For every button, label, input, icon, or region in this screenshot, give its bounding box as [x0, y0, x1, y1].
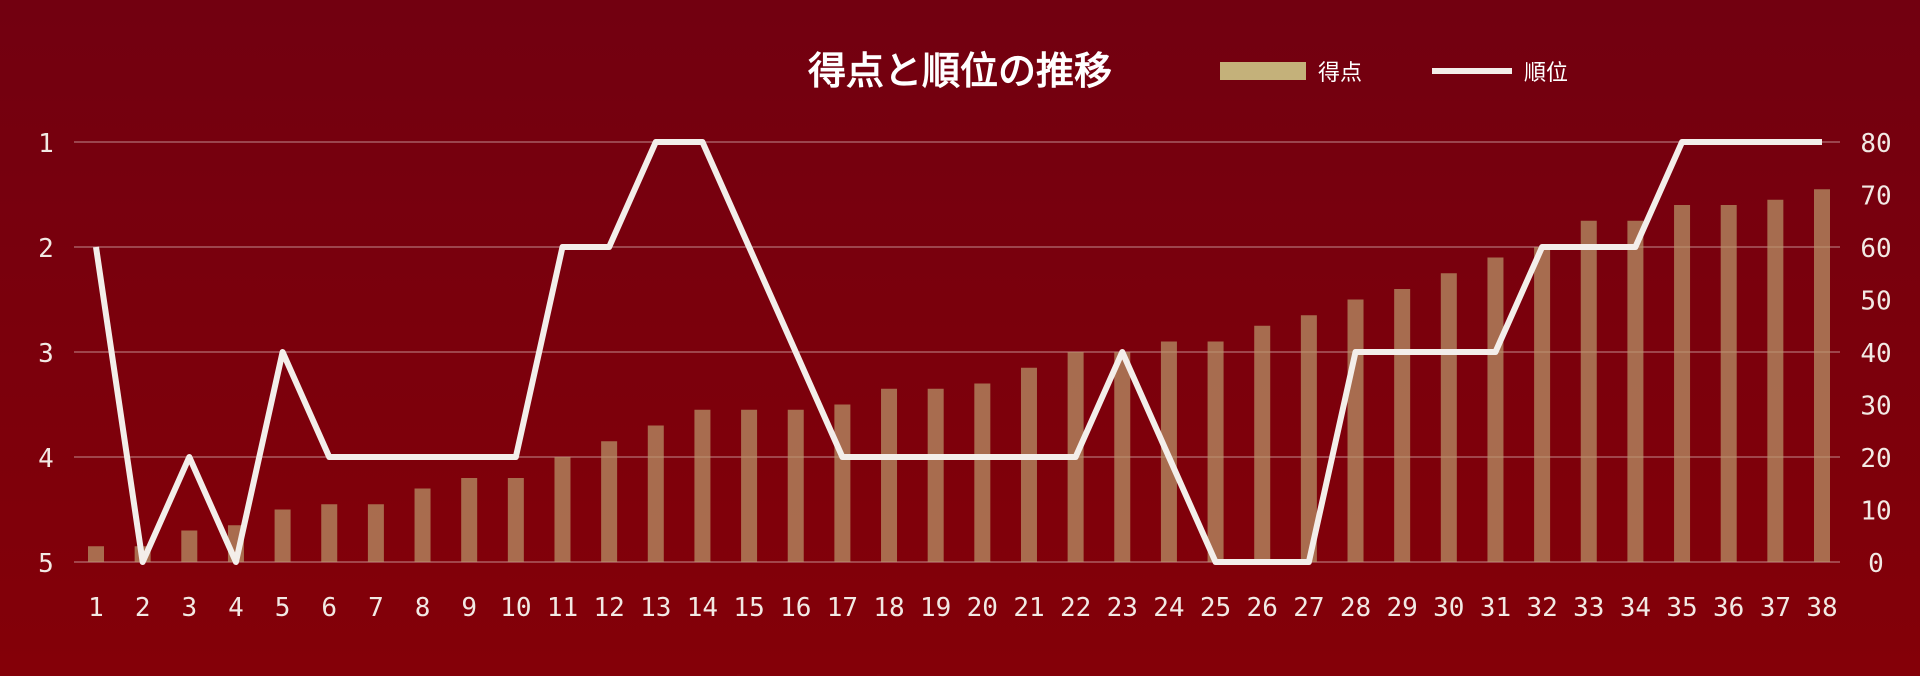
x-tick-label: 35 [1666, 593, 1697, 623]
x-tick-label: 8 [415, 593, 431, 623]
chart-title: 得点と順位の推移 [808, 49, 1112, 93]
x-tick-label: 30 [1433, 593, 1464, 623]
x-tick-label: 16 [780, 593, 811, 623]
x-tick-label: 26 [1247, 593, 1278, 623]
bar-score [1767, 199, 1784, 562]
right-tick-label: 20 [1860, 444, 1891, 474]
bar-score [321, 504, 338, 562]
x-tick-label: 9 [461, 593, 477, 623]
x-tick-label: 11 [547, 593, 578, 623]
bar-score [974, 383, 991, 562]
x-tick-label: 14 [687, 593, 718, 623]
x-tick-label: 20 [967, 593, 998, 623]
right-tick-label: 30 [1860, 392, 1891, 422]
right-tick-label: 40 [1860, 339, 1891, 369]
bar-score [1487, 257, 1504, 562]
bar-score [834, 404, 851, 562]
left-tick-label: 5 [38, 549, 54, 579]
x-tick-label: 32 [1526, 593, 1557, 623]
legend: 得点 順位 [1220, 61, 1568, 86]
right-tick-label: 50 [1860, 287, 1891, 317]
right-tick-label: 70 [1860, 182, 1891, 212]
x-tick-label: 5 [275, 593, 291, 623]
bar-score [601, 441, 618, 562]
x-tick-label: 28 [1340, 593, 1371, 623]
bar-score [1814, 189, 1830, 562]
left-tick-label: 2 [38, 234, 54, 264]
bar-score [88, 546, 104, 562]
x-tick-label: 23 [1107, 593, 1138, 623]
bar-score [1207, 341, 1224, 562]
bar-score [647, 425, 664, 562]
left-tick-label: 1 [38, 129, 54, 159]
bar-score [1580, 220, 1597, 562]
bar-score [554, 457, 571, 562]
bar-score [414, 488, 431, 562]
x-tick-label: 31 [1480, 593, 1511, 623]
bar-score [367, 504, 384, 562]
x-tick-label: 17 [827, 593, 858, 623]
x-tick-label: 21 [1013, 593, 1044, 623]
x-tick-label: 3 [181, 593, 197, 623]
bar-score [1627, 220, 1644, 562]
x-tick-label: 6 [321, 593, 337, 623]
bar-score [181, 530, 198, 562]
x-tick-label: 18 [873, 593, 904, 623]
legend-label-rank: 順位 [1524, 61, 1568, 86]
x-tick-label: 1 [88, 593, 104, 623]
x-tick-label: 2 [135, 593, 151, 623]
right-tick-label: 80 [1860, 129, 1891, 159]
bar-score [1394, 289, 1411, 562]
bar-score [1440, 273, 1457, 562]
bar-score [1114, 352, 1131, 562]
x-tick-label: 19 [920, 593, 951, 623]
bar-score [461, 478, 478, 562]
bar-score [1534, 247, 1551, 562]
x-tick-label: 10 [500, 593, 531, 623]
right-tick-label: 0 [1868, 549, 1884, 579]
x-tick-label: 12 [593, 593, 624, 623]
right-tick-label: 60 [1860, 234, 1891, 264]
x-tick-label: 34 [1620, 593, 1651, 623]
left-tick-label: 4 [38, 444, 54, 474]
x-tick-label: 7 [368, 593, 384, 623]
right-tick-label: 10 [1860, 497, 1891, 527]
bar-score [787, 409, 804, 562]
rank-line [93, 139, 1822, 565]
right-axis-ticks: 0 10 20 30 40 50 60 70 80 [1860, 129, 1891, 579]
bar-score [1020, 367, 1037, 562]
bar-score [274, 509, 291, 562]
x-tick-label: 15 [733, 593, 764, 623]
bar-score [741, 409, 758, 562]
bar-score [927, 388, 944, 562]
bar-score [1254, 325, 1271, 562]
bar-score [694, 409, 711, 562]
x-tick-label: 33 [1573, 593, 1604, 623]
bar-score [881, 388, 898, 562]
x-axis-ticks: 1 2 3 4 5 6 7 8 9 10 11 12 13 14 15 16 17 18 19 20 21 22 23 24 2… [88, 593, 1837, 623]
x-tick-label: 29 [1387, 593, 1418, 623]
bar-score [1347, 299, 1364, 562]
left-tick-label: 3 [38, 339, 54, 369]
x-tick-label: 24 [1153, 593, 1184, 623]
x-tick-label: 25 [1200, 593, 1231, 623]
bar-score [1720, 205, 1737, 562]
legend-swatch-rank [1432, 68, 1512, 74]
bar-score [1300, 315, 1317, 562]
x-tick-label: 36 [1713, 593, 1744, 623]
x-tick-label: 13 [640, 593, 671, 623]
left-axis-ticks: 1 2 3 4 5 [38, 129, 54, 579]
legend-swatch-score [1220, 62, 1306, 80]
x-tick-label: 38 [1806, 593, 1837, 623]
legend-label-score: 得点 [1318, 61, 1362, 86]
x-tick-label: 22 [1060, 593, 1091, 623]
x-tick-label: 37 [1760, 593, 1791, 623]
x-tick-label: 27 [1293, 593, 1324, 623]
gridlines [74, 141, 1840, 563]
bar-score [507, 478, 524, 562]
x-tick-label: 4 [228, 593, 244, 623]
line-rank [93, 139, 1822, 565]
bar-score [1674, 205, 1691, 562]
